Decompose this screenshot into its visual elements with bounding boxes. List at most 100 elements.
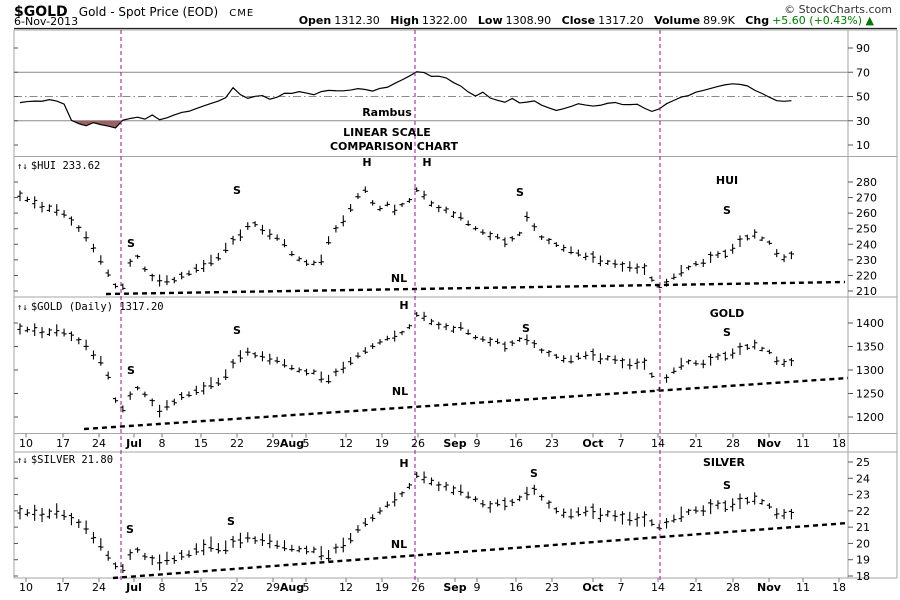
annotation-silver: SILVER: [703, 456, 746, 469]
indicator-y-axis-label: 10: [856, 139, 870, 152]
x-axis-label: 23: [545, 437, 559, 450]
hui-y-axis-label: 240: [856, 238, 877, 251]
x-axis-label: 7: [618, 581, 625, 594]
hui-price-bars: [17, 186, 795, 291]
annotation-s: S: [522, 322, 530, 335]
annotation-linear-scale: LINEAR SCALE: [343, 126, 431, 139]
hui-y-axis-label: 220: [856, 269, 877, 282]
silver-y-axis-label: 25: [856, 456, 870, 469]
annotation-s: S: [233, 184, 241, 197]
x-axis-label: 8: [159, 437, 166, 450]
up-down-arrows-icon: ↑↓: [17, 303, 28, 313]
gold-price-bars: [17, 311, 795, 418]
hui-y-axis-label: 260: [856, 207, 877, 220]
annotation-gold: GOLD: [710, 307, 745, 320]
x-axis-label: 26: [411, 437, 425, 450]
x-axis-label: 22: [230, 581, 244, 594]
annotation-s: S: [530, 467, 538, 480]
x-axis-label: 21: [689, 581, 703, 594]
x-axis-label: 14: [651, 581, 665, 594]
exchange-label: CME: [229, 8, 255, 19]
silver-y-axis-label: 20: [856, 537, 870, 550]
silver-y-axis-label: 22: [856, 505, 870, 518]
gold-neckline: [83, 376, 849, 431]
copyright-link: © StockCharts.com: [784, 3, 892, 16]
x-axis-label: 23: [545, 581, 559, 594]
gold-panel-label-text: $GOLD (Daily) 1317.20: [30, 301, 164, 313]
x-axis-label: 18: [832, 437, 846, 450]
x-axis-label: Oct: [582, 581, 603, 594]
x-axis-label: Jul: [125, 581, 142, 594]
hui-y-axis-label: 230: [856, 254, 877, 267]
volume-label: Volume: [654, 14, 701, 27]
gold-y-axis-label: 1400: [856, 317, 884, 330]
x-axis-label: 24: [92, 581, 106, 594]
hui-panel-label: ↑↓ $HUI 233.62: [17, 160, 100, 172]
x-axis-label: 15: [194, 581, 208, 594]
x-axis-label: 16: [509, 581, 523, 594]
annotation-s: S: [126, 523, 134, 536]
up-down-arrows-icon: ↑↓: [17, 456, 28, 466]
annotation-rambus: Rambus: [362, 106, 412, 119]
indicator-line: [19, 71, 792, 129]
annotation-nl: NL: [392, 385, 408, 398]
annotation-s: S: [723, 479, 731, 492]
chg-label: Chg: [745, 14, 770, 27]
x-axis-label: 28: [726, 581, 740, 594]
high-value: 1322.00: [421, 14, 468, 27]
x-axis-label: 28: [726, 437, 740, 450]
silver-price-bars: [17, 471, 795, 573]
x-axis-label: 8: [159, 581, 166, 594]
x-axis-label: 11: [796, 437, 810, 450]
silver-panel-label: ↑↓ $SILVER 21.80: [17, 454, 113, 466]
x-axis-label: 9: [474, 437, 481, 450]
x-axis-label: 10: [19, 581, 33, 594]
x-axis-label: 12: [339, 581, 353, 594]
x-axis-label: 17: [56, 437, 70, 450]
annotation-comparison-chart: COMPARISON CHART: [330, 140, 459, 153]
x-axis-label: 7: [618, 437, 625, 450]
open-value: 1312.30: [334, 14, 380, 27]
hui-neckline: [105, 280, 846, 296]
gold-y-axis-label: 1300: [856, 364, 884, 377]
up-down-arrows-icon: ↑↓: [17, 162, 28, 172]
x-axis-label: 22: [230, 437, 244, 450]
indicator-y-axis-label: 90: [856, 42, 870, 55]
silver-y-axis-label: 19: [856, 554, 870, 567]
x-axis-label: 18: [832, 581, 846, 594]
x-axis-label: Sep: [443, 437, 466, 450]
silver-neckline: [112, 521, 849, 580]
high-label: High: [390, 14, 419, 27]
x-axis-label: Nov: [757, 437, 782, 450]
x-axis-label: 17: [56, 581, 70, 594]
x-axis-label: 11: [796, 581, 810, 594]
silver-y-axis-label: 21: [856, 521, 870, 534]
silver-y-axis-label: 18: [856, 570, 870, 583]
annotation-s: S: [516, 186, 524, 199]
quote-row: Open 1312.30 High 1322.00 Low 1308.90 Close…: [292, 14, 874, 27]
x-axis-label: 5: [303, 581, 310, 594]
hui-y-axis-label: 210: [856, 285, 877, 298]
close-value: 1317.20: [598, 14, 644, 27]
x-axis-label: 14: [651, 437, 665, 450]
annotation-s: S: [233, 324, 241, 337]
x-axis-label: Jul: [125, 437, 142, 450]
x-axis-label: 19: [375, 437, 389, 450]
x-axis-label: 29: [266, 581, 280, 594]
annotation-s: S: [723, 204, 731, 217]
x-axis-label: 10: [19, 437, 33, 450]
hui-y-axis-label: 270: [856, 192, 877, 205]
x-axis-label: 21: [689, 437, 703, 450]
gold-y-axis-label: 1350: [856, 341, 884, 354]
x-axis-label: 16: [509, 437, 523, 450]
gold-panel-label: ↑↓ $GOLD (Daily) 1317.20: [17, 301, 164, 313]
hui-panel-label-text: $HUI 233.62: [30, 160, 101, 172]
x-axis-label: 9: [474, 581, 481, 594]
annotation-s: S: [723, 326, 731, 339]
x-axis-label: 19: [375, 581, 389, 594]
instrument-name: Gold - Spot Price (EOD): [78, 5, 219, 19]
indicator-y-axis-label: 50: [856, 91, 870, 104]
chg-value: +5.60 (+0.43%): [772, 14, 863, 27]
